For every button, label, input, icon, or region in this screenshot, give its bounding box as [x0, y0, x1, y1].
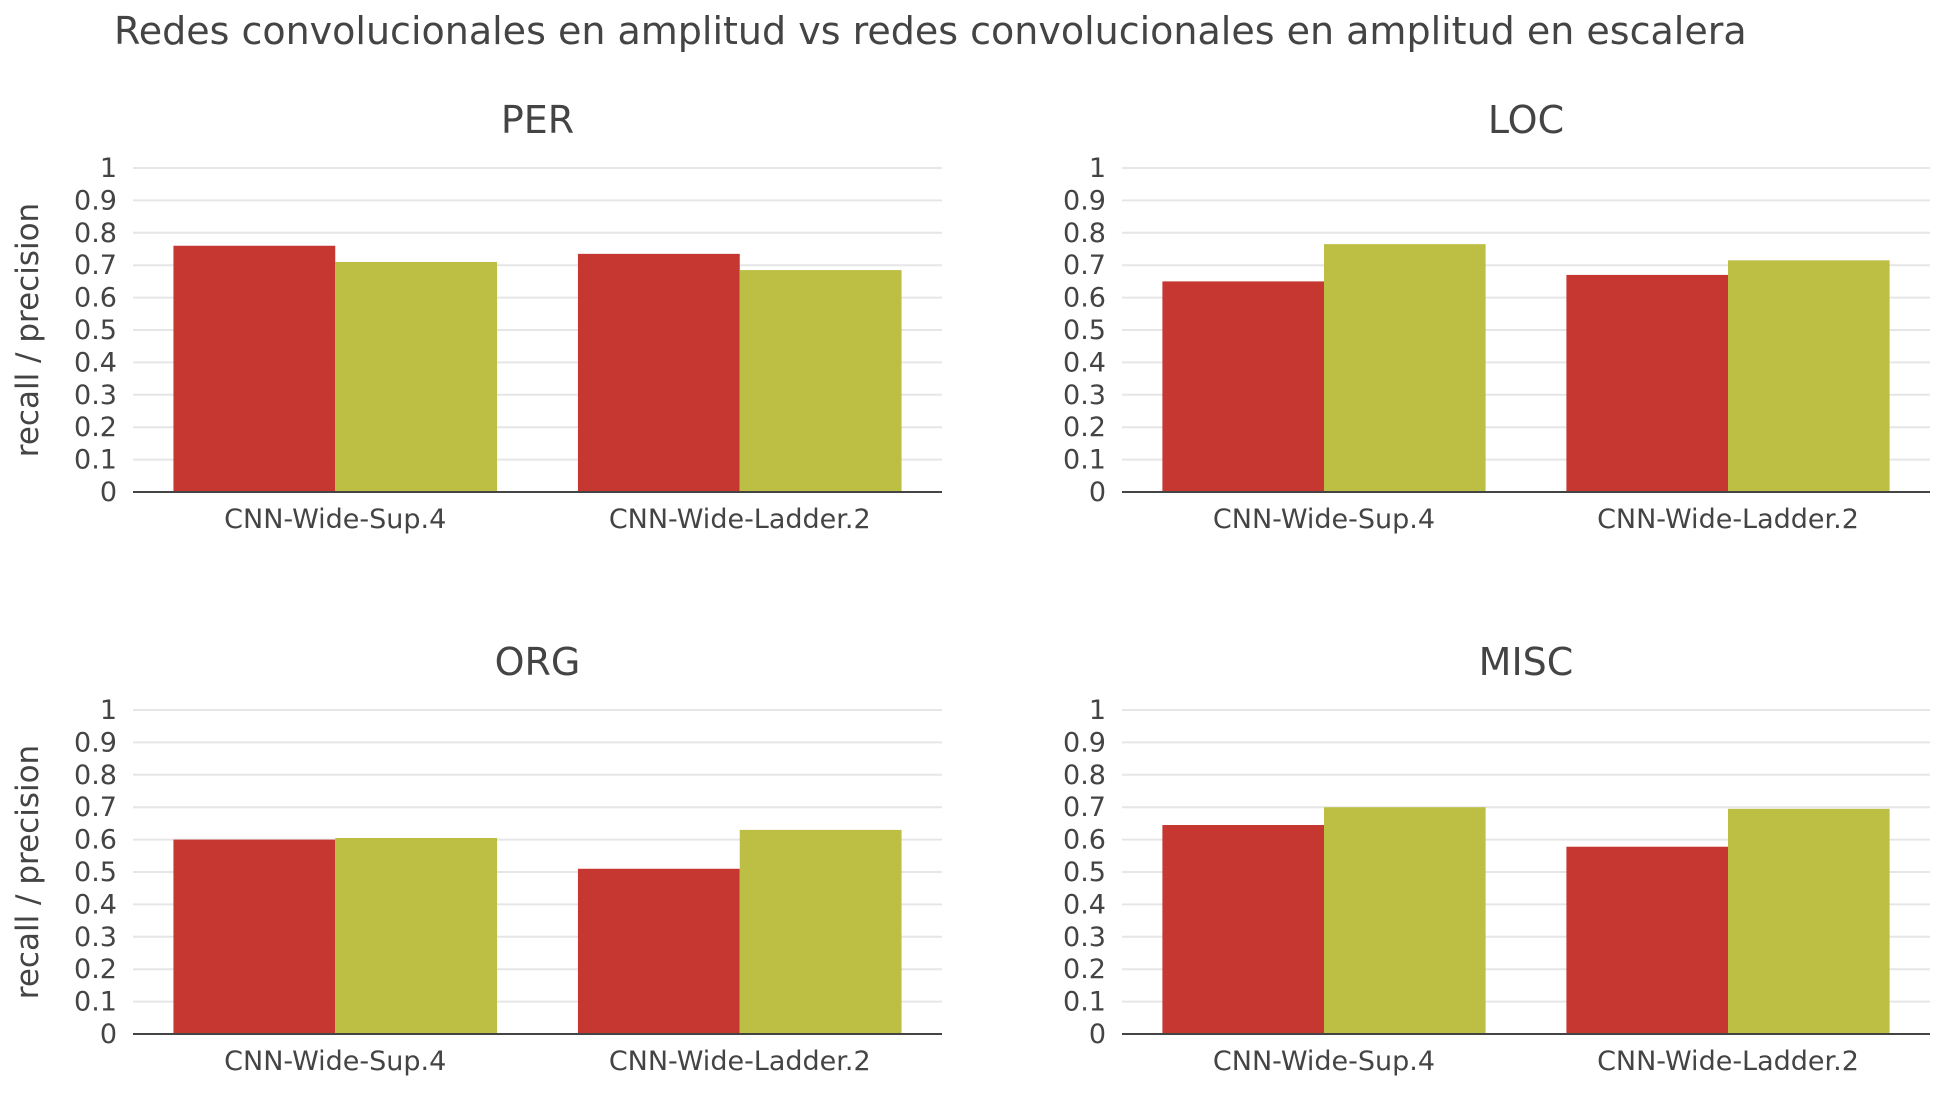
y-tick-label: 0.5 — [1063, 857, 1106, 888]
y-tick-label: 0 — [1089, 477, 1106, 508]
y-tick-label: 0.1 — [74, 445, 117, 476]
x-tick-label: CNN-Wide-Ladder.2 — [1597, 504, 1859, 535]
bar — [1566, 846, 1728, 1034]
bar — [739, 829, 902, 1034]
y-tick-label: 0.6 — [1063, 825, 1106, 856]
chart-panel-misc: 00.10.20.30.40.50.60.70.80.91 CNN-Wide-Su… — [1063, 640, 1930, 1077]
bar — [1324, 807, 1486, 1034]
y-tick-label: 0.3 — [1063, 380, 1106, 411]
y-tick-label: 0.2 — [1063, 954, 1106, 985]
chart-panel-per: 00.10.20.30.40.50.60.70.80.91 CNN-Wide-Su… — [10, 98, 942, 535]
y-tick-label: 0.9 — [1063, 185, 1106, 216]
y-tick-label: 0.5 — [74, 857, 117, 888]
y-tick-label: 0 — [1089, 1019, 1106, 1050]
chart-title: Redes convolucionales en amplitud vs red… — [114, 9, 1747, 53]
y-axis-label: recall / precision — [10, 745, 46, 999]
bar — [577, 868, 740, 1034]
y-tick-label: 0.8 — [1063, 218, 1106, 249]
y-tick-label: 0.8 — [1063, 760, 1106, 791]
y-tick-label: 0.7 — [74, 250, 117, 281]
bar — [335, 261, 498, 492]
y-tick-label: 0.3 — [74, 380, 117, 411]
x-tick-label: CNN-Wide-Ladder.2 — [609, 1046, 871, 1077]
y-tick-label: 0.6 — [74, 825, 117, 856]
x-tick-label: CNN-Wide-Sup.4 — [224, 1046, 446, 1077]
bar — [1728, 808, 1890, 1034]
y-tick-label: 0.6 — [1063, 283, 1106, 314]
y-tick-label: 0.7 — [1063, 792, 1106, 823]
panel-title: PER — [501, 98, 574, 142]
y-tick-label: 0.1 — [1063, 987, 1106, 1018]
y-tick-label: 0 — [100, 477, 117, 508]
bar — [739, 270, 902, 492]
x-tick-label: CNN-Wide-Ladder.2 — [1597, 1046, 1859, 1077]
x-tick-label: CNN-Wide-Sup.4 — [224, 504, 446, 535]
y-tick-label: 1 — [100, 153, 117, 184]
y-tick-label: 0.3 — [1063, 922, 1106, 953]
y-tick-label: 0.7 — [74, 792, 117, 823]
bar — [1162, 825, 1324, 1034]
y-tick-label: 1 — [100, 695, 117, 726]
y-tick-label: 0.8 — [74, 218, 117, 249]
bar — [577, 253, 740, 492]
bar — [1566, 274, 1728, 492]
y-tick-label: 0.9 — [74, 727, 117, 758]
y-tick-label: 0.7 — [1063, 250, 1106, 281]
bar — [173, 839, 336, 1034]
y-tick-label: 0.8 — [74, 760, 117, 791]
y-tick-label: 0.2 — [74, 954, 117, 985]
bar — [1162, 281, 1324, 492]
bar — [173, 245, 336, 492]
y-tick-label: 0.4 — [74, 889, 117, 920]
y-tick-label: 0.1 — [74, 987, 117, 1018]
y-tick-label: 0.3 — [74, 922, 117, 953]
x-tick-label: CNN-Wide-Sup.4 — [1213, 504, 1435, 535]
panel-title: MISC — [1479, 640, 1574, 684]
y-tick-label: 0.5 — [1063, 315, 1106, 346]
y-tick-label: 0.4 — [74, 347, 117, 378]
bar — [1728, 260, 1890, 492]
y-tick-label: 0.4 — [1063, 347, 1106, 378]
y-tick-label: 0.5 — [74, 315, 117, 346]
y-tick-label: 0.9 — [1063, 727, 1106, 758]
y-tick-label: 1 — [1089, 695, 1106, 726]
x-tick-label: CNN-Wide-Sup.4 — [1213, 1046, 1435, 1077]
y-tick-label: 0.9 — [74, 185, 117, 216]
y-tick-label: 0.1 — [1063, 445, 1106, 476]
y-tick-label: 1 — [1089, 153, 1106, 184]
bar — [335, 837, 498, 1034]
y-tick-label: 0.2 — [1063, 412, 1106, 443]
chart-panel-loc: 00.10.20.30.40.50.60.70.80.91 CNN-Wide-Su… — [1063, 98, 1930, 535]
y-tick-label: 0.2 — [74, 412, 117, 443]
y-tick-label: 0 — [100, 1019, 117, 1050]
y-axis-label: recall / precision — [10, 203, 46, 457]
y-tick-label: 0.6 — [74, 283, 117, 314]
panel-title: ORG — [495, 640, 581, 684]
chart-panel-org: 00.10.20.30.40.50.60.70.80.91 CNN-Wide-Su… — [10, 640, 942, 1077]
bar — [1324, 244, 1486, 492]
x-tick-label: CNN-Wide-Ladder.2 — [609, 504, 871, 535]
y-tick-label: 0.4 — [1063, 889, 1106, 920]
panel-title: LOC — [1488, 98, 1564, 142]
chart-panels: 00.10.20.30.40.50.60.70.80.91CNN-Wide-Su… — [10, 98, 1930, 1077]
